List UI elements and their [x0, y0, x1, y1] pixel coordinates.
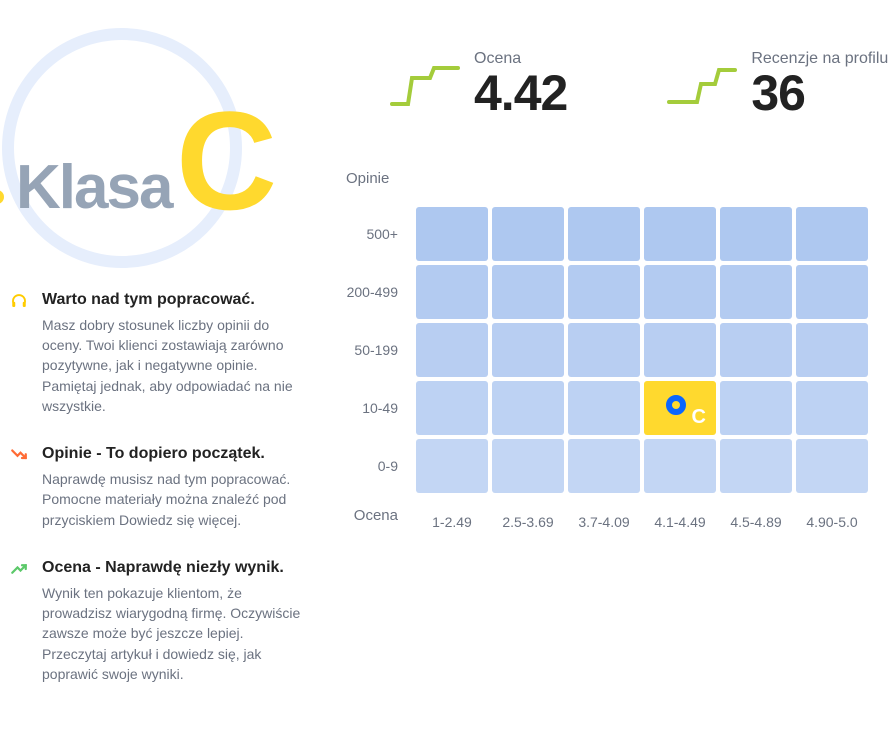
heatmap-y-axis-label: Opinie	[346, 170, 892, 187]
heatmap-cell	[568, 381, 640, 435]
sparkline-icon	[667, 62, 737, 108]
heatmap-cell	[720, 439, 792, 493]
heatmap-cell	[720, 381, 792, 435]
heatmap-cell	[568, 207, 640, 261]
heatmap-cell	[796, 381, 868, 435]
heatmap-col-label: 3.7-4.09	[566, 495, 642, 535]
heatmap-cell	[492, 439, 564, 493]
feedback-desc: Naprawdę musisz nad tym popracować. Pomo…	[42, 469, 310, 530]
feedback-desc: Wynik ten pokazuje klientom, że prowadzi…	[42, 583, 310, 684]
heatmap-cell	[644, 207, 716, 261]
heatmap-cell	[568, 323, 640, 377]
heatmap-col-label: 4.90-5.0	[794, 495, 870, 535]
heatmap-cell	[416, 381, 488, 435]
heatmap-cell	[796, 439, 868, 493]
heatmap-col-label: 1-2.49	[414, 495, 490, 535]
heatmap-col-label: 4.1-4.49	[642, 495, 718, 535]
heatmap-cell	[492, 265, 564, 319]
heatmap-cell	[492, 323, 564, 377]
feedback-item: Ocena - Naprawdę niezły wynik. Wynik ten…	[10, 558, 310, 684]
heatmap-col-label: 2.5-3.69	[490, 495, 566, 535]
stat-rating-value: 4.42	[474, 68, 567, 118]
badge-label: Klasa	[16, 152, 171, 223]
heatmap-cell	[416, 323, 488, 377]
stat-reviews: Recenzje na profilu 36	[667, 50, 888, 118]
heatmap-cell	[416, 207, 488, 261]
heatmap-cell	[644, 323, 716, 377]
heatmap-row-label: 10-49	[332, 379, 414, 437]
badge-dot	[0, 190, 4, 204]
heatmap-grid: 500+200-49950-19910-49 C 0-9Ocena1-2.492.5…	[332, 205, 892, 535]
heatmap-row-label: 500+	[332, 205, 414, 263]
heatmap-cell	[568, 439, 640, 493]
feedback-list: Warto nad tym popracować. Masz dobry sto…	[10, 290, 310, 712]
heatmap-cell	[720, 323, 792, 377]
feedback-title: Opinie - To dopiero początek.	[42, 444, 310, 465]
headphones-icon	[10, 292, 28, 310]
stat-rating: Ocena 4.42	[390, 50, 567, 118]
heatmap-marker-letter: C	[692, 406, 706, 429]
feedback-title: Ocena - Naprawdę niezły wynik.	[42, 558, 310, 579]
heatmap-cell	[796, 207, 868, 261]
heatmap-col-label: 4.5-4.89	[718, 495, 794, 535]
heatmap-cell	[568, 265, 640, 319]
heatmap-cell	[492, 381, 564, 435]
sparkline-icon	[390, 62, 460, 108]
stat-reviews-value: 36	[751, 68, 805, 118]
heatmap-marker-ring	[666, 395, 686, 415]
heatmap-cell	[644, 265, 716, 319]
heatmap-row-label: 0-9	[332, 437, 414, 495]
trend-down-icon	[10, 446, 28, 464]
heatmap-cell: C	[644, 381, 716, 435]
stats-row: Ocena 4.42 Recenzje na profilu 36	[390, 50, 888, 118]
heatmap-x-axis-label: Ocena	[332, 495, 414, 535]
heatmap-cell	[796, 265, 868, 319]
badge-grade-letter: C	[176, 80, 273, 242]
grade-badge: Klasa C	[0, 20, 300, 280]
heatmap-cell	[796, 323, 868, 377]
heatmap-chart: Opinie 500+200-49950-19910-49 C 0-9Ocena1-…	[332, 170, 892, 535]
heatmap-cell	[720, 265, 792, 319]
feedback-desc: Masz dobry stosunek liczby opinii do oce…	[42, 315, 310, 416]
feedback-item: Opinie - To dopiero początek. Naprawdę m…	[10, 444, 310, 530]
feedback-title: Warto nad tym popracować.	[42, 290, 310, 311]
heatmap-cell	[644, 439, 716, 493]
heatmap-row-label: 200-499	[332, 263, 414, 321]
heatmap-cell	[492, 207, 564, 261]
heatmap-cell	[416, 439, 488, 493]
heatmap-cell	[416, 265, 488, 319]
heatmap-cell	[720, 207, 792, 261]
heatmap-row-label: 50-199	[332, 321, 414, 379]
feedback-item: Warto nad tym popracować. Masz dobry sto…	[10, 290, 310, 416]
trend-up-icon	[10, 560, 28, 578]
